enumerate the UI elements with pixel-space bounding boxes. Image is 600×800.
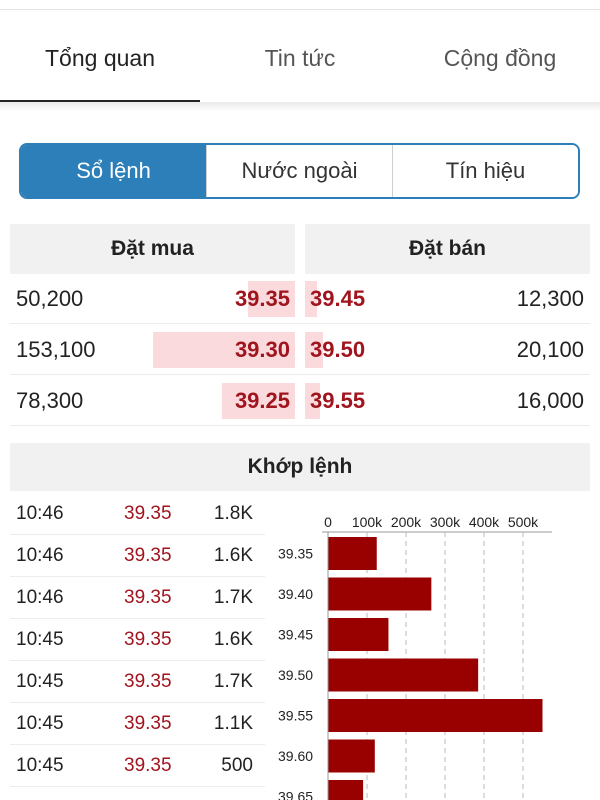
volume-bar <box>328 658 479 692</box>
tab-overview[interactable]: Tổng quan <box>0 30 200 104</box>
tabs-divider <box>0 102 600 112</box>
x-tick-label: 300k <box>430 514 461 530</box>
tab-community[interactable]: Cộng đồng <box>443 45 557 71</box>
price-level-label: 39.35 <box>278 546 313 562</box>
price-level-label: 39.45 <box>278 627 313 643</box>
trade-volume: 1.1K <box>213 713 253 734</box>
trade-volume: 500 <box>221 755 253 776</box>
price-level-label: 39.50 <box>278 667 313 683</box>
sell-quantity: 12,300 <box>516 286 584 311</box>
sell-price[interactable]: 39.45 <box>310 286 366 311</box>
trade-volume: 1.7K <box>213 587 253 608</box>
x-tick-label: 200k <box>391 514 422 530</box>
volume-bar <box>328 537 377 570</box>
main-tabs: Tổng quan Tin tức Cộng đồng <box>0 30 600 104</box>
sell-header: Đặt bán <box>305 224 590 274</box>
price-level-label: 39.55 <box>278 708 313 724</box>
volume-bar <box>328 699 543 732</box>
buy-quantity: 153,100 <box>16 337 96 362</box>
sell-quantity: 20,100 <box>516 337 584 362</box>
orderbook-row: 78,300 39.25 39.55 16,000 <box>10 376 590 426</box>
trade-time: 10:45 <box>16 755 64 776</box>
trade-row: 10:45 39.35 1.6K <box>10 619 265 661</box>
trade-row: 10:45 39.35 500 <box>10 745 265 787</box>
trade-time: 10:46 <box>16 587 64 608</box>
trade-price: 39.35 <box>124 671 172 692</box>
sell-depth-bar <box>305 281 317 317</box>
trade-price: 39.35 <box>124 629 172 650</box>
trade-price: 39.35 <box>124 587 172 608</box>
matched-orders-header: Khớp lệnh <box>10 443 590 491</box>
buy-depth-bar <box>222 383 295 419</box>
volume-by-price-chart: 0 100k 200k 300k 400k 500k 39.35 39.40 39.45 39.5… <box>272 505 590 800</box>
trade-time: 10:45 <box>16 713 64 734</box>
trade-time: 10:46 <box>16 545 64 566</box>
sell-price[interactable]: 39.55 <box>310 388 366 413</box>
buy-price[interactable]: 39.35 <box>234 286 290 311</box>
buy-price[interactable]: 39.25 <box>234 388 290 413</box>
trade-row: 10:46 39.35 1.6K <box>10 535 265 577</box>
trade-row: 10:46 39.35 1.8K <box>10 493 265 535</box>
volume-bar <box>328 780 364 800</box>
segment-signals[interactable]: Tín hiệu <box>392 145 578 197</box>
trade-time: 10:46 <box>16 503 64 524</box>
orderbook-row: 153,100 39.30 39.50 20,100 <box>10 325 590 375</box>
orderbook-row: 50,200 39.35 39.45 12,300 <box>10 274 590 324</box>
trade-volume: 1.6K <box>213 629 253 650</box>
volume-bar <box>328 618 389 651</box>
x-tick-label: 100k <box>352 514 383 530</box>
price-level-label: 39.60 <box>278 748 313 764</box>
buy-quantity: 78,300 <box>16 388 84 413</box>
sell-depth-bar <box>305 383 320 419</box>
trade-price: 39.35 <box>124 713 172 734</box>
buy-price[interactable]: 39.30 <box>234 337 290 362</box>
trade-volume: 1.6K <box>213 545 253 566</box>
x-tick-label: 400k <box>469 514 500 530</box>
trade-row: 10:45 39.35 1.1K <box>10 703 265 745</box>
sell-depth-bar <box>305 332 323 368</box>
price-level-label: 39.65 <box>278 789 313 800</box>
volume-bar <box>328 577 432 611</box>
buy-depth-bar <box>153 332 295 368</box>
trade-volume: 1.7K <box>213 671 253 692</box>
trade-list: 10:46 39.35 1.8K 10:46 39.35 1.6K 10:46 … <box>10 493 265 787</box>
trade-row: 10:46 39.35 1.7K <box>10 577 265 619</box>
x-tick-label: 0 <box>324 514 332 530</box>
segment-foreign[interactable]: Nước ngoài <box>206 145 392 197</box>
trade-time: 10:45 <box>16 671 64 692</box>
tab-news[interactable]: Tin tức <box>264 45 336 71</box>
trade-volume: 1.8K <box>213 503 253 524</box>
volume-chart-svg: 0 100k 200k 300k 400k 500k 39.35 39.40 39.45 39.5… <box>278 514 552 800</box>
trade-price: 39.35 <box>124 503 172 524</box>
segmented-control: Sổ lệnh Nước ngoài Tín hiệu <box>19 143 580 199</box>
sell-quantity: 16,000 <box>516 388 584 413</box>
top-bar <box>0 0 600 10</box>
volume-bar <box>328 739 375 773</box>
trade-price: 39.35 <box>124 755 172 776</box>
sell-price[interactable]: 39.50 <box>310 337 366 362</box>
buy-header: Đặt mua <box>10 224 295 274</box>
buy-depth-bar <box>248 281 295 317</box>
segment-order-book[interactable]: Sổ lệnh <box>21 145 206 197</box>
price-level-label: 39.40 <box>278 586 313 602</box>
trade-price: 39.35 <box>124 545 172 566</box>
trade-time: 10:45 <box>16 629 64 650</box>
buy-quantity: 50,200 <box>16 286 84 311</box>
trade-row: 10:45 39.35 1.7K <box>10 661 265 703</box>
x-tick-label: 500k <box>508 514 539 530</box>
